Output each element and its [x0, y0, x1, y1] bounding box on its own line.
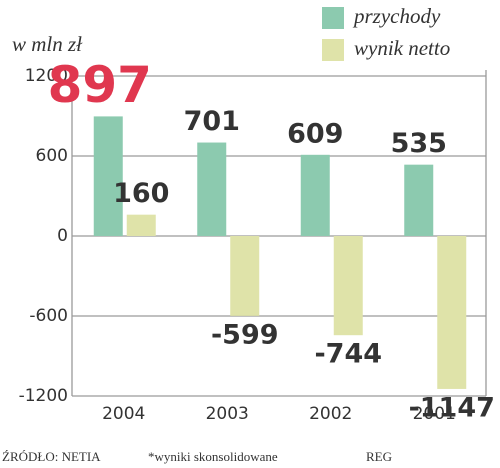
bar: [197, 142, 227, 236]
legend-label: przychody: [352, 4, 441, 28]
value-label: 160: [113, 178, 169, 209]
x-tick-label: 2004: [102, 404, 145, 424]
credit: REG: [366, 449, 392, 464]
value-label: 897: [48, 56, 152, 114]
x-tick-label: 2001: [413, 404, 456, 424]
bar: [93, 116, 123, 236]
note: *wyniki skonsolidowane: [148, 449, 278, 464]
bar: [300, 154, 330, 236]
value-label: 701: [184, 106, 240, 137]
y-axis-label: w mln zł: [12, 32, 83, 56]
y-tick-label: 0: [57, 226, 68, 246]
legend-swatch: [322, 7, 344, 29]
source: ŹRÓDŁO: NETIA: [2, 449, 101, 464]
value-label: 535: [391, 128, 447, 159]
value-label: -599: [211, 319, 279, 350]
legend-swatch: [322, 39, 344, 61]
y-tick-label: 1200: [25, 66, 68, 86]
x-tick-label: 2002: [309, 404, 352, 424]
bar: [230, 236, 260, 316]
y-tick-label: -600: [29, 306, 68, 326]
value-label: 609: [287, 118, 343, 149]
value-label: -744: [314, 339, 382, 370]
bar: [404, 164, 434, 236]
bar: [437, 236, 467, 389]
y-tick-label: -1200: [19, 386, 68, 406]
legend-label: wynik netto: [354, 36, 450, 60]
bar: [333, 236, 363, 336]
y-tick-label: 600: [36, 146, 68, 166]
x-tick-label: 2003: [206, 404, 249, 424]
bar: [126, 214, 156, 236]
value-label: -1147: [409, 392, 495, 423]
